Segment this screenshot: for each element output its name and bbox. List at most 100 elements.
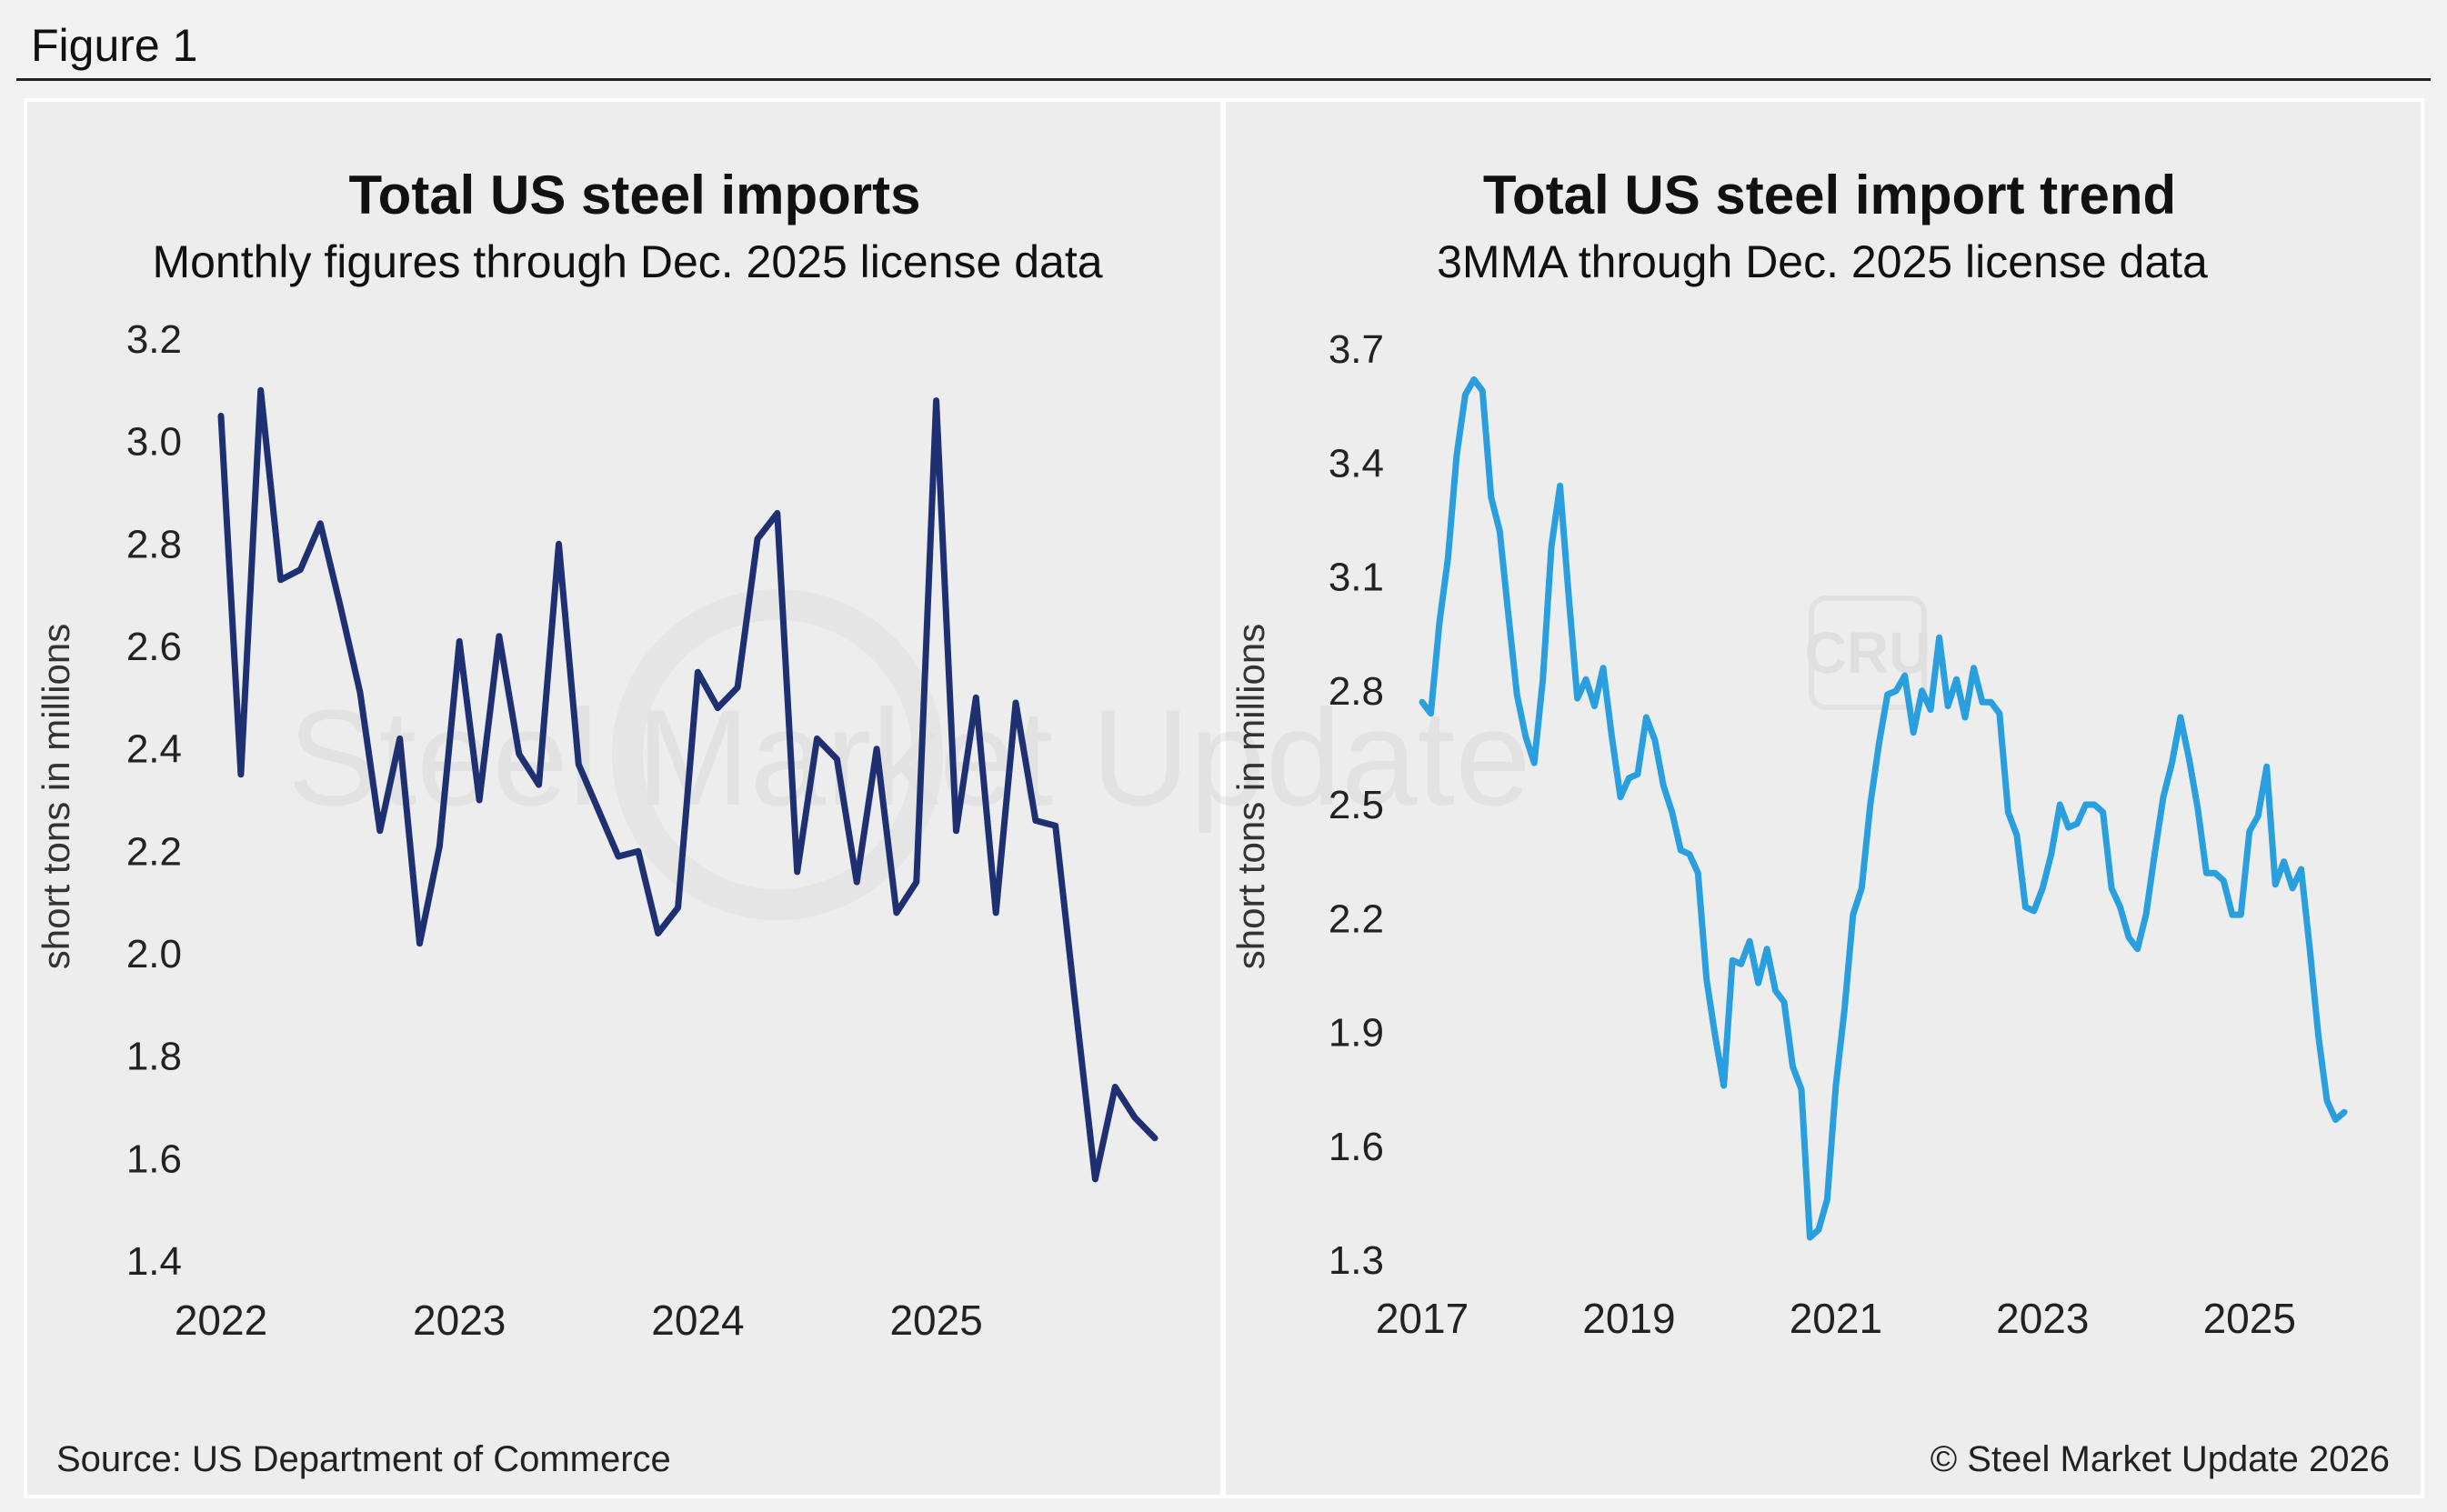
data-point xyxy=(2040,885,2046,892)
data-point xyxy=(336,602,344,609)
data-point xyxy=(1876,741,1882,747)
data-point xyxy=(1979,699,1986,706)
data-point xyxy=(1626,775,1632,781)
x-tick-label: 2023 xyxy=(1996,1295,2089,1342)
data-point xyxy=(814,736,820,742)
data-point xyxy=(715,705,721,711)
data-point xyxy=(1617,794,1624,800)
chart-right-title: Total US steel import trend xyxy=(1483,165,2176,225)
y-tick-label: 3.0 xyxy=(126,420,182,465)
chart-left-x-ticks: 2022 2023 2024 2025 xyxy=(175,1297,983,1344)
y-tick-label: 1.4 xyxy=(126,1239,182,1284)
data-point xyxy=(2194,806,2201,812)
data-point xyxy=(1582,676,1590,683)
data-point xyxy=(2332,1116,2339,1123)
y-tick-label: 3.1 xyxy=(1329,556,1384,600)
data-point xyxy=(2160,794,2167,800)
data-point xyxy=(2341,1109,2348,1116)
data-point xyxy=(1531,759,1538,766)
data-point xyxy=(794,868,800,876)
data-point xyxy=(1151,1135,1158,1142)
data-point xyxy=(1651,736,1659,744)
data-point xyxy=(2255,813,2261,819)
data-point xyxy=(2246,828,2252,835)
data-point xyxy=(376,827,383,834)
data-point xyxy=(2108,885,2115,892)
data-point xyxy=(2151,851,2158,857)
data-point xyxy=(1505,612,1512,618)
data-point xyxy=(675,905,681,911)
data-point xyxy=(2203,870,2210,876)
data-point xyxy=(1910,729,1917,736)
data-point xyxy=(1052,823,1058,829)
data-point xyxy=(2074,820,2081,827)
data-point xyxy=(1497,528,1503,535)
chart-right-points xyxy=(1419,376,2348,1241)
y-tick-label: 2.0 xyxy=(126,932,182,976)
data-point xyxy=(1419,699,1426,706)
data-point xyxy=(1996,710,2003,716)
x-tick-label: 2017 xyxy=(1376,1295,1469,1342)
data-point xyxy=(1712,1033,1719,1039)
y-tick-label: 1.6 xyxy=(1329,1125,1384,1169)
data-point xyxy=(257,387,264,394)
x-tick-label: 2025 xyxy=(2203,1295,2296,1342)
data-point xyxy=(1730,957,1736,964)
data-point xyxy=(1738,961,1744,967)
watermark-text: Steel Market Update xyxy=(287,681,1530,834)
data-point xyxy=(2315,1033,2322,1039)
data-point xyxy=(1591,703,1598,709)
chart-left-y-ticks: 3.2 3.0 2.8 2.6 2.4 2.2 2.0 1.8 1.6 1.4 xyxy=(126,317,182,1284)
y-tick-label: 1.8 xyxy=(126,1035,182,1079)
data-point xyxy=(893,909,900,916)
chart-right-series-line xyxy=(1419,375,2348,1241)
source-note: Source: US Department of Commerce xyxy=(56,1439,671,1479)
chart-left-series-line xyxy=(217,386,1158,1183)
chart-right-ylabel: short tons in millions xyxy=(1229,624,1272,969)
data-point xyxy=(1678,846,1684,854)
data-point xyxy=(635,848,642,855)
data-point xyxy=(1488,494,1495,500)
chart-right: Total US steel import trend 3MMA through… xyxy=(1229,165,2348,1342)
data-point xyxy=(516,751,522,757)
x-tick-label: 2024 xyxy=(651,1297,744,1344)
data-point xyxy=(1867,801,1873,808)
data-point xyxy=(873,746,880,752)
data-point xyxy=(1893,687,1900,694)
data-point xyxy=(436,843,443,849)
watermark-left: Steel Market Update xyxy=(287,589,1531,920)
data-point xyxy=(1072,1002,1078,1008)
data-point xyxy=(834,756,840,763)
y-tick-label: 3.7 xyxy=(1329,327,1384,372)
data-point xyxy=(754,536,761,542)
chart-left-subtitle: Monthly figures through Dec. 2025 licens… xyxy=(152,236,1102,287)
data-point xyxy=(2186,756,2192,763)
data-point xyxy=(1901,672,1908,679)
data-point xyxy=(1669,809,1676,816)
data-point xyxy=(1961,714,1969,721)
data-point xyxy=(1112,1084,1118,1090)
data-point xyxy=(2142,911,2150,918)
data-point xyxy=(2013,832,2021,838)
data-point xyxy=(655,930,661,936)
data-point xyxy=(2211,870,2219,876)
data-point xyxy=(2125,934,2132,941)
data-point xyxy=(456,638,463,645)
left-chart-panel xyxy=(27,102,1220,1495)
data-point xyxy=(1548,543,1555,550)
data-point xyxy=(1539,676,1546,683)
data-point xyxy=(2281,858,2287,865)
data-point xyxy=(1790,1063,1796,1070)
data-point xyxy=(1436,619,1443,626)
watermark-cru: CRU xyxy=(1805,620,1931,686)
data-point xyxy=(556,541,562,547)
copyright-note: © Steel Market Update 2026 xyxy=(1931,1439,2390,1479)
data-point xyxy=(1470,376,1478,383)
data-point xyxy=(1453,452,1460,459)
data-point xyxy=(1746,938,1753,945)
data-point xyxy=(1850,911,1857,918)
data-point xyxy=(993,909,999,916)
data-point xyxy=(2238,911,2244,918)
data-point xyxy=(1012,699,1019,706)
